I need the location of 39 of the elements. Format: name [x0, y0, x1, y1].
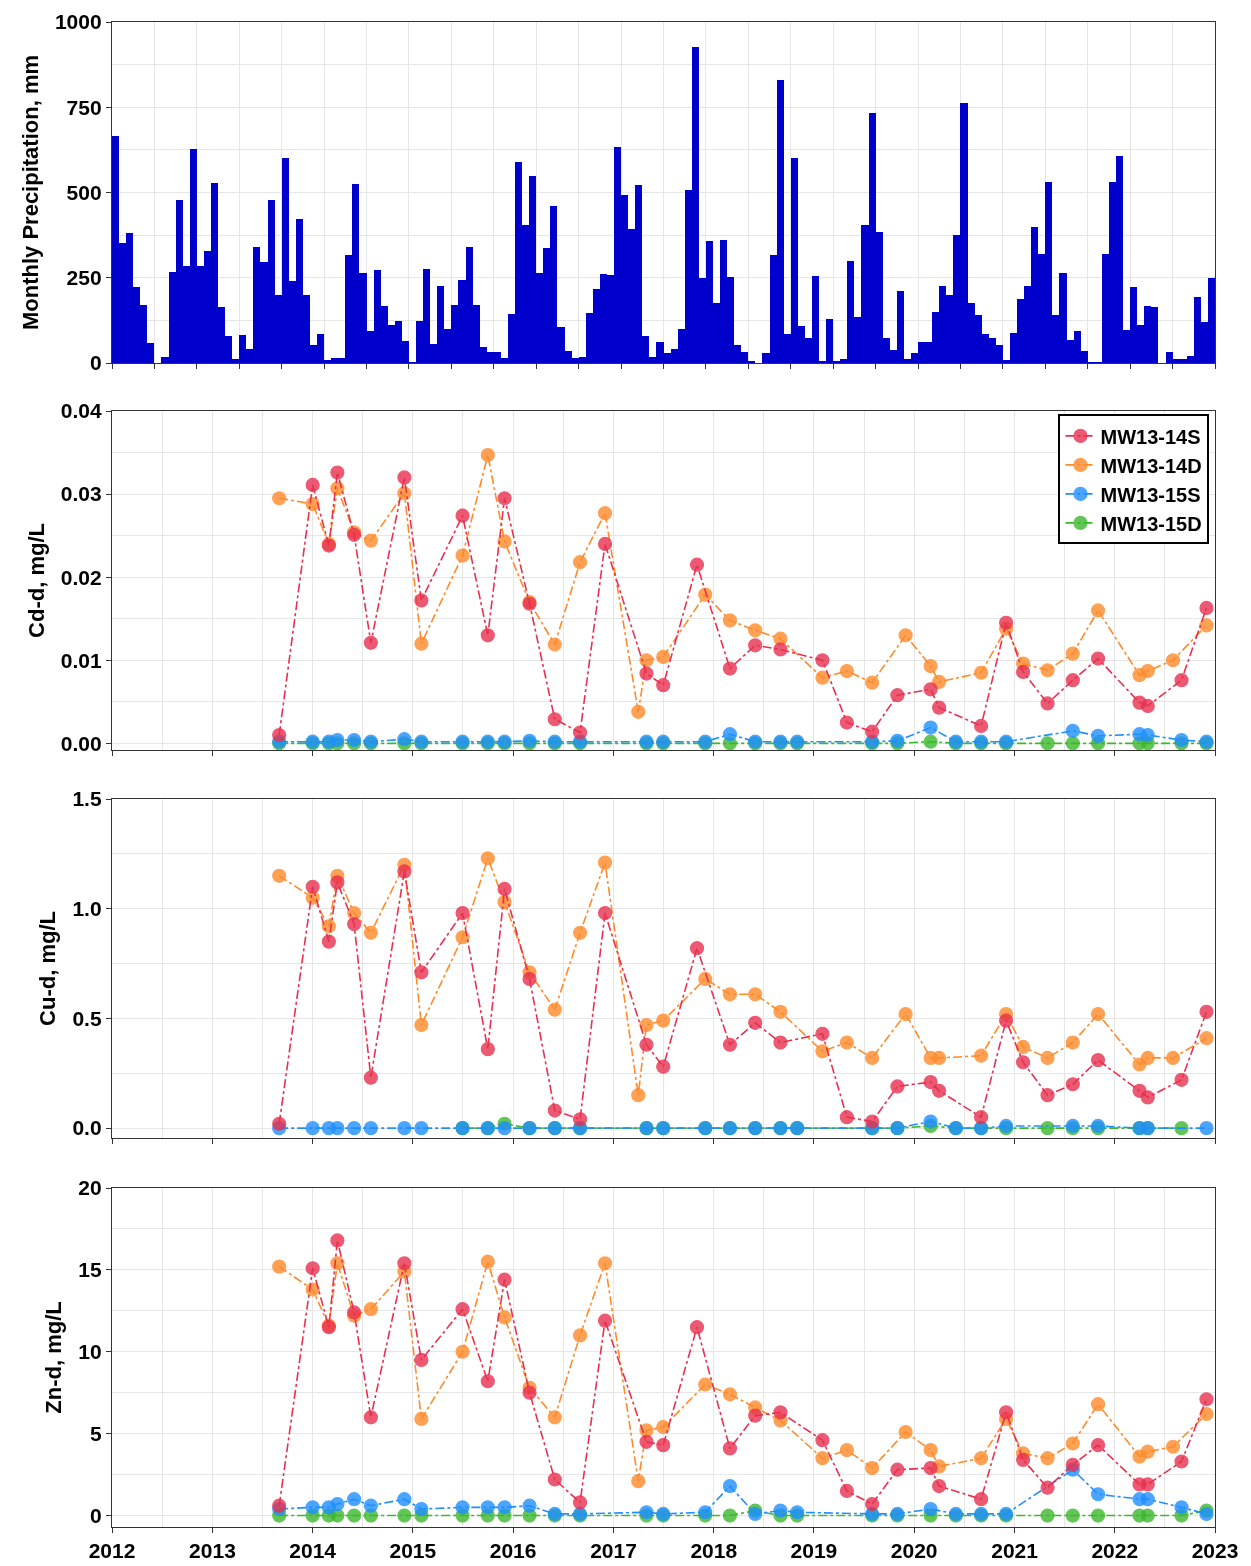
x-tick-label: 2018 — [690, 1539, 738, 1563]
x-tick-label: 2014 — [289, 1539, 337, 1563]
legend-label: MW13-15S — [1100, 483, 1201, 506]
y-tick-label: 10 — [78, 1340, 102, 1364]
y-tick-label: 20 — [78, 1176, 102, 1200]
y-tick-label: 1000 — [54, 10, 102, 34]
x-tick-label: 2023 — [1191, 1539, 1239, 1563]
y-tick-label: 0.03 — [60, 482, 102, 506]
y-tick-label: 0.04 — [60, 399, 102, 423]
legend-label: MW13-14S — [1100, 425, 1201, 448]
x-tick-label: 2012 — [88, 1539, 136, 1563]
x-tick-label: 2013 — [189, 1539, 236, 1563]
y-axis-title: Cd-d, mg/L — [23, 523, 49, 638]
y-tick-label: 0.00 — [60, 731, 102, 755]
y-tick-label: 750 — [66, 95, 102, 119]
y-tick-label: 15 — [78, 1258, 102, 1282]
x-tick-label: 2019 — [790, 1539, 838, 1563]
y-tick-label: 500 — [66, 180, 102, 204]
y-axis-title: Monthly Precipitation, mm — [17, 54, 43, 331]
x-tick-label: 2017 — [590, 1539, 637, 1563]
x-tick-label: 2016 — [489, 1539, 537, 1563]
y-tick-label: 0.01 — [60, 648, 102, 672]
legend-label: MW13-15D — [1100, 512, 1202, 535]
y-tick-label: 0.02 — [60, 565, 102, 589]
x-tick-label: 2015 — [389, 1539, 437, 1563]
y-tick-label: 0 — [89, 1503, 102, 1527]
legend-label: MW13-14D — [1100, 454, 1202, 477]
y-tick-label: 0.5 — [72, 1006, 102, 1030]
y-axis-title: Cu-d, mg/L — [35, 911, 61, 1026]
y-tick-label: 250 — [66, 266, 102, 290]
y-tick-label: 0 — [89, 351, 102, 375]
x-tick-label: 2020 — [890, 1539, 938, 1563]
y-tick-label: 5 — [89, 1422, 102, 1445]
y-tick-label: 1.5 — [72, 787, 102, 811]
x-tick-label: 2021 — [991, 1539, 1039, 1563]
y-axis-title: Zn-d, mg/L — [41, 1301, 67, 1414]
y-tick-label: 0.0 — [72, 1116, 102, 1140]
y-tick-label: 1.0 — [72, 897, 102, 921]
x-tick-label: 2022 — [1091, 1539, 1139, 1563]
